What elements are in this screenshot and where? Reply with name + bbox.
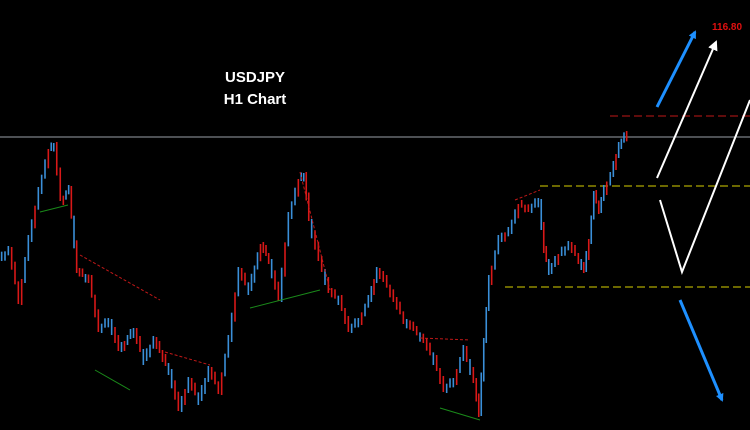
bullish-projection [656, 40, 718, 179]
chart-title: USDJPY [225, 69, 285, 86]
trend-lines [79, 171, 541, 366]
level-label: 116.80 [712, 22, 742, 33]
trend-lines [39, 204, 481, 421]
bullish-arrow [655, 30, 697, 108]
chart-subtitle: H1 Chart [224, 91, 287, 108]
bearish-projection [659, 99, 750, 276]
bearish-arrow [678, 299, 724, 402]
price-candles [0, 131, 628, 417]
